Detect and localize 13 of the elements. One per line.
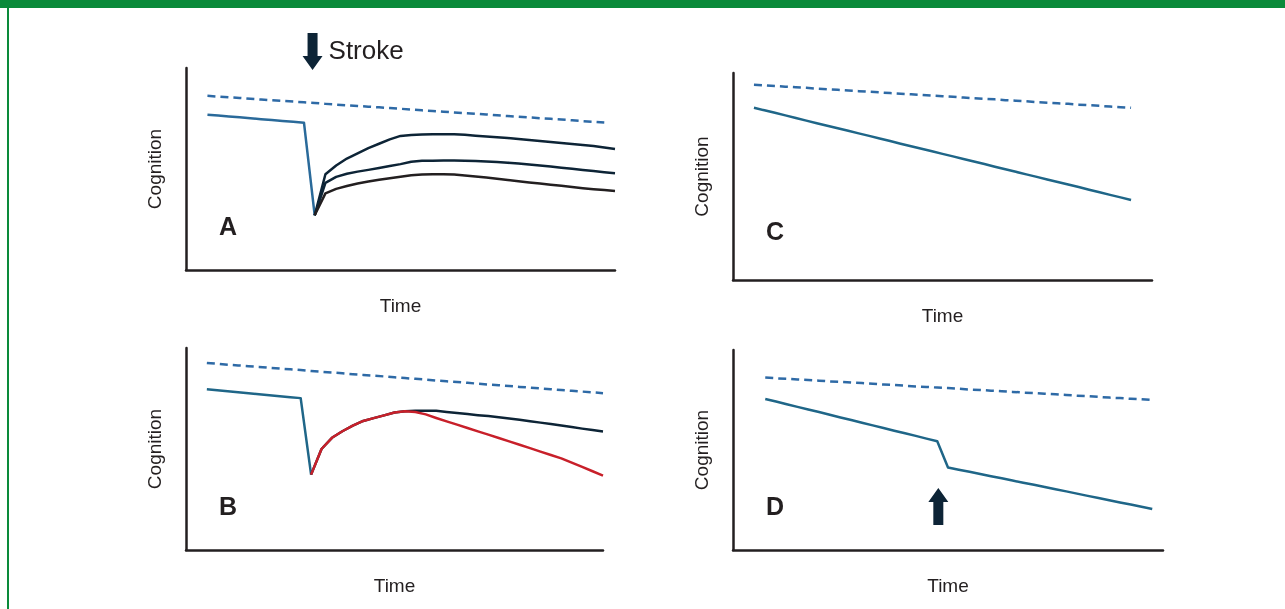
y-axis-title: Cognition [691,409,712,491]
annotation: B [219,491,238,520]
x-axis-title: Time [927,575,969,596]
x-axis-title: Time [373,575,416,596]
annotation: D [766,491,785,520]
annotation: C [766,216,785,245]
y-axis-title: Cognition [144,408,165,490]
annotation: A [219,211,238,240]
x-axis-title: Time [379,295,422,316]
text: Stroke [328,35,404,65]
x-axis-title: Time [921,305,964,326]
y-axis-title: Cognition [144,128,165,210]
y-axis-title: Cognition [691,136,712,217]
